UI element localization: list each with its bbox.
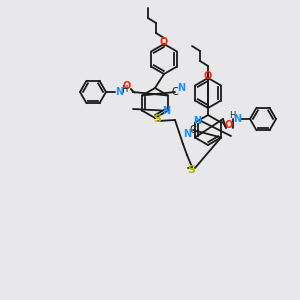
Text: O: O xyxy=(204,71,212,81)
Text: O: O xyxy=(160,37,168,47)
Text: N: N xyxy=(162,106,170,116)
Text: N: N xyxy=(233,114,241,124)
Text: O: O xyxy=(225,120,233,130)
Text: C: C xyxy=(172,87,178,97)
Text: H: H xyxy=(229,112,235,121)
Text: C: C xyxy=(190,125,196,135)
Text: H: H xyxy=(121,85,127,94)
Text: S: S xyxy=(187,165,195,175)
Text: S: S xyxy=(153,114,161,124)
Text: N: N xyxy=(183,129,191,139)
Text: O: O xyxy=(123,81,131,91)
Text: N: N xyxy=(193,116,201,127)
Text: N: N xyxy=(177,83,185,93)
Text: N: N xyxy=(115,87,123,97)
